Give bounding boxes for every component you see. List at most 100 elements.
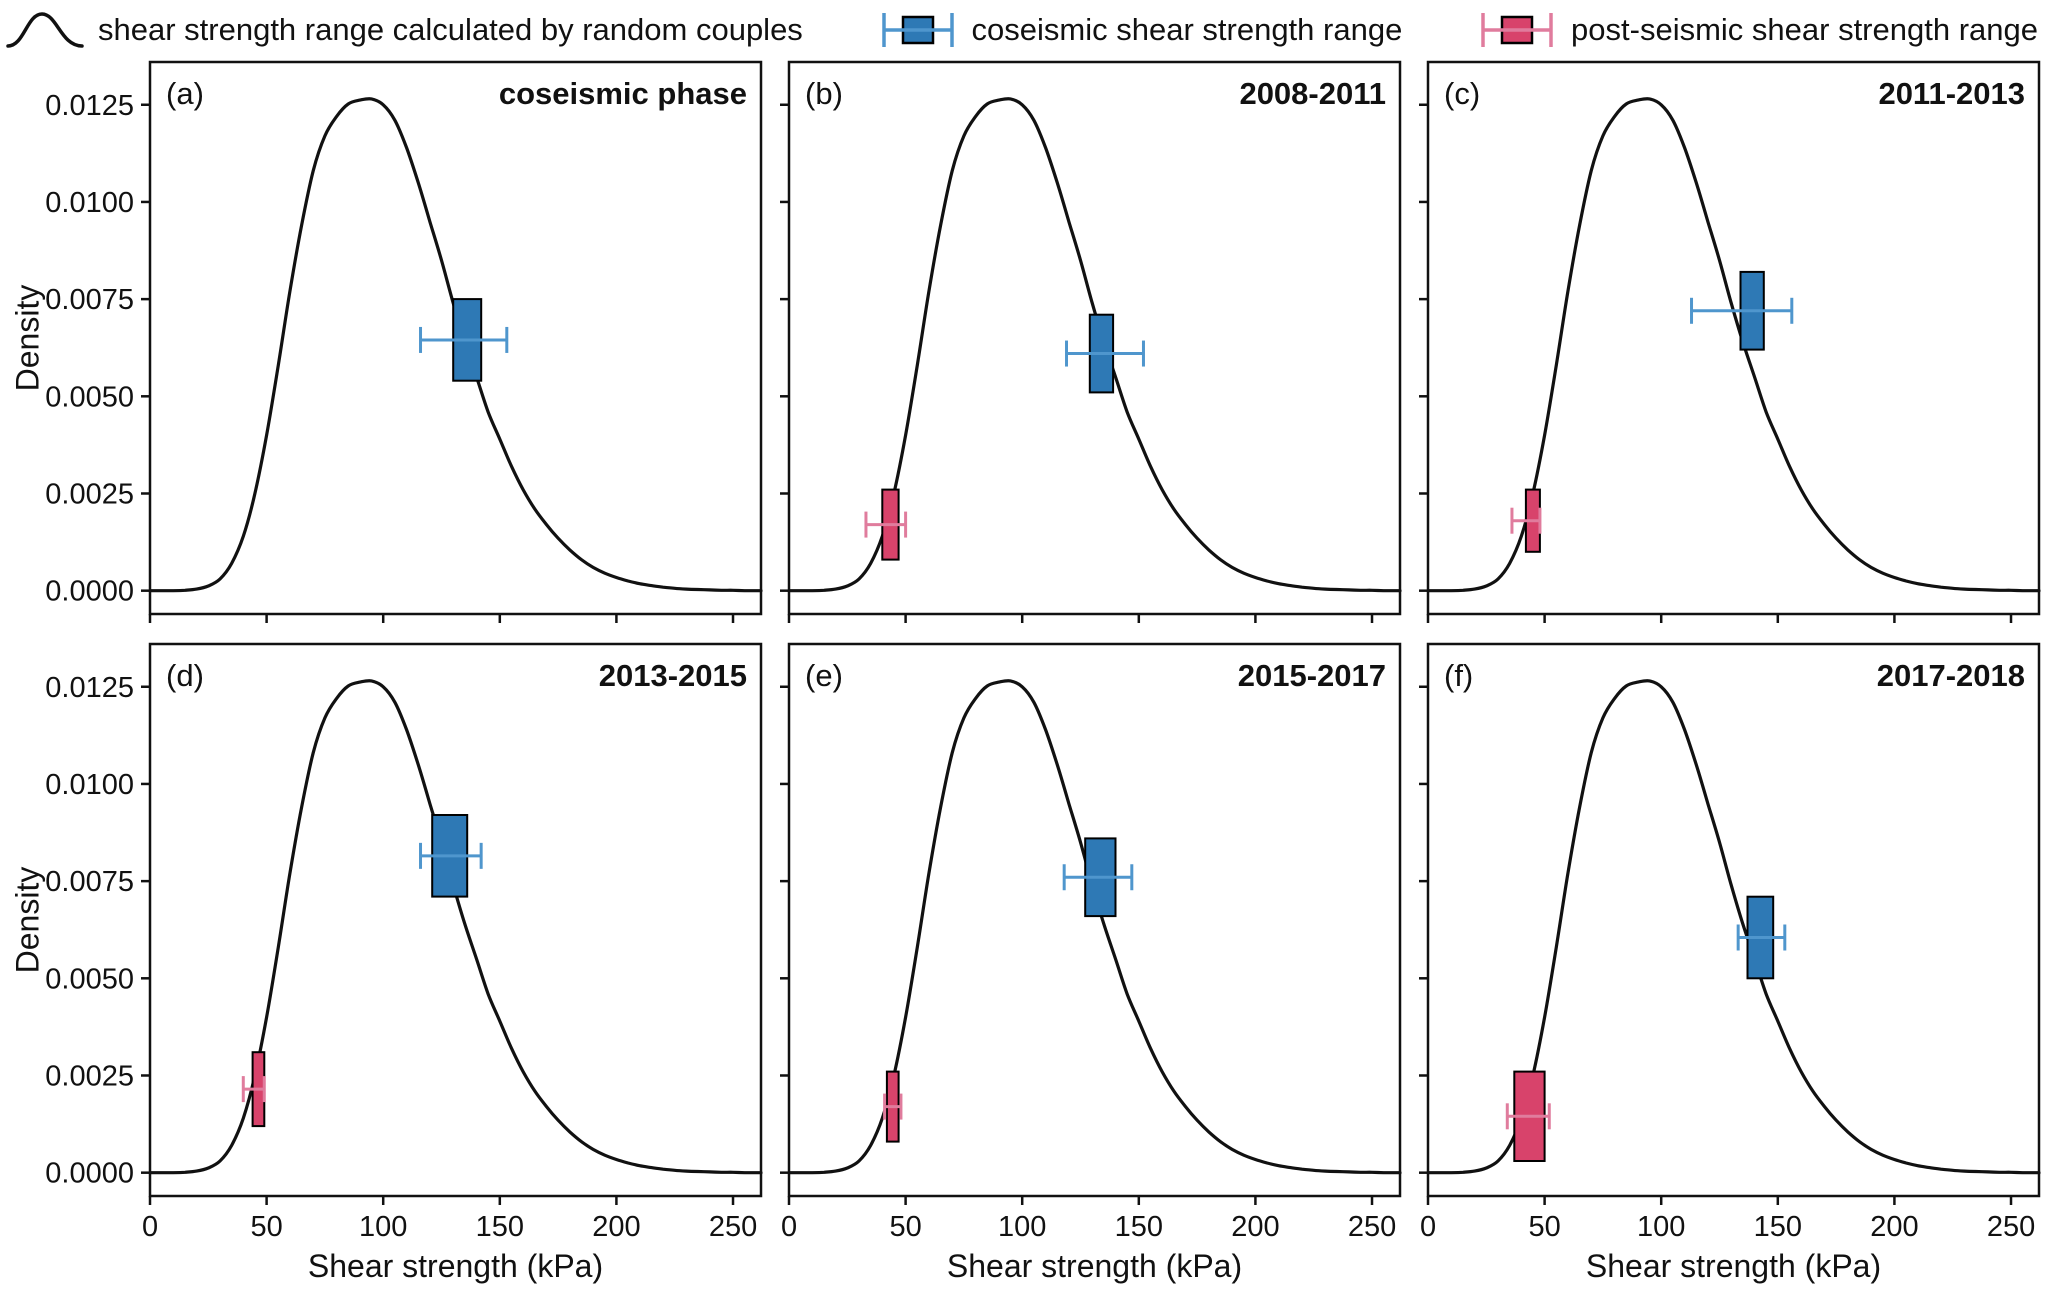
- panel-b: (b) 2008-2011: [780, 60, 1402, 623]
- legend: shear strength range calculated by rando…: [0, 0, 2048, 56]
- x-tick-label: 100: [359, 1211, 407, 1243]
- x-axis-ticks: 0 50 100 150 200 250: [142, 1196, 757, 1243]
- legend-item-coseismic: coseismic shear strength range: [878, 7, 1402, 53]
- x-axis-label-col-1: Shear strength (kPa): [307, 1248, 604, 1284]
- y-axis-ticks: [1419, 103, 1428, 592]
- y-tick-label: 0.0100: [45, 187, 134, 219]
- y-axis-ticks: [1419, 685, 1428, 1174]
- coseismic-range-box: [419, 814, 483, 898]
- postseismic-range-box: [241, 1051, 266, 1128]
- panel-annotation: 2013-2015: [599, 658, 747, 693]
- panel-a: 0.0000 0.0025 0.0050 0.0075 0.0100 0.0125 (a) c…: [45, 60, 763, 623]
- y-tick-label: 0.0125: [45, 672, 134, 704]
- panel-annotation: 2017-2018: [1877, 658, 2025, 693]
- x-tick-label: 200: [1231, 1211, 1279, 1243]
- panel-plot-a: 0.0000 0.0025 0.0050 0.0075 0.0100 0.0125 (a) c…: [45, 60, 763, 623]
- panel-label: (a): [166, 76, 204, 111]
- panel-f: 0 50 100 150 200 250 (f) 2017-2018: [1419, 642, 2041, 1243]
- x-tick-label: 200: [592, 1211, 640, 1243]
- coseismic-range-box: [1065, 313, 1145, 394]
- x-tick-label: 250: [1987, 1211, 2035, 1243]
- density-curve: [148, 679, 763, 1175]
- y-tick-label: 0.0125: [45, 90, 134, 122]
- postseismic-box-icon: [1481, 13, 1553, 47]
- x-tick-label: 150: [1115, 1211, 1163, 1243]
- x-axis-ticks: 0 50 100 150 200 250: [781, 1196, 1396, 1243]
- coseismic-box-icon: [881, 13, 954, 47]
- postseismic-range-box: [1510, 488, 1542, 553]
- y-axis-label-top-row: Density: [9, 284, 46, 392]
- panel-plot-b: (b) 2008-2011: [780, 60, 1402, 623]
- coseismic-range-box: [1736, 895, 1787, 980]
- x-tick-label: 150: [476, 1211, 524, 1243]
- x-tick-label: 0: [1420, 1211, 1436, 1243]
- panel-label: (e): [805, 658, 843, 693]
- y-tick-label: 0.0000: [45, 1158, 134, 1190]
- kde-curve-icon: [6, 12, 84, 48]
- axes-frame: [1426, 60, 2041, 616]
- y-axis-ticks: [780, 685, 789, 1174]
- axes-frame: [787, 60, 1402, 616]
- x-axis-ticks: [1426, 614, 2013, 623]
- axes-frame: [787, 642, 1402, 1198]
- x-tick-label: 50: [889, 1211, 921, 1243]
- panel-e: 0 50 100 150 200 250 (e) 2015-2017: [780, 642, 1402, 1243]
- panel-label: (c): [1444, 76, 1480, 111]
- legend-item-postseismic: post-seismic shear strength range: [1477, 7, 2038, 53]
- x-tick-label: 250: [709, 1211, 757, 1243]
- panel-label: (f): [1444, 658, 1473, 693]
- coseismic-range-box: [1062, 837, 1134, 918]
- axes-frame: [148, 642, 763, 1198]
- panel-d: 0 50 100 150 200 250 0.0000 0.0025 0.0050 0.0075 0…: [45, 642, 763, 1243]
- x-axis-ticks: 0 50 100 150 200 250: [1420, 1196, 2035, 1243]
- x-tick-label: 0: [142, 1211, 158, 1243]
- legend-label-kde: shear strength range calculated by rando…: [98, 12, 803, 47]
- y-axis-ticks: 0.0000 0.0025 0.0050 0.0075 0.0100 0.0125: [45, 90, 150, 608]
- axes-frame: [148, 60, 763, 616]
- y-tick-label: 0.0050: [45, 963, 134, 995]
- panel-label: (d): [166, 658, 204, 693]
- panel-plot-c: (c) 2011-2013: [1419, 60, 2041, 623]
- x-axis-label-col-3: Shear strength (kPa): [1585, 1248, 1882, 1284]
- axes-frame: [1426, 642, 2041, 1198]
- x-tick-label: 250: [1348, 1211, 1396, 1243]
- y-tick-label: 0.0075: [45, 284, 134, 316]
- y-tick-label: 0.0025: [45, 1060, 134, 1092]
- density-curve: [787, 679, 1402, 1175]
- x-axis-ticks: [787, 614, 1374, 623]
- x-tick-label: 100: [998, 1211, 1046, 1243]
- x-tick-label: 150: [1754, 1211, 1802, 1243]
- y-axis-ticks: 0.0000 0.0025 0.0050 0.0075 0.0100 0.0125: [45, 672, 150, 1190]
- panel-plot-e: 0 50 100 150 200 250 (e) 2015-2017: [780, 642, 1402, 1243]
- x-tick-label: 50: [250, 1211, 282, 1243]
- x-tick-label: 100: [1637, 1211, 1685, 1243]
- coseismic-range-box: [419, 298, 509, 382]
- x-tick-label: 50: [1528, 1211, 1560, 1243]
- x-axis-label-col-2: Shear strength (kPa): [946, 1248, 1243, 1284]
- x-axis-ticks: [148, 614, 735, 623]
- panel-label: (b): [805, 76, 843, 111]
- legend-label-postseismic: post-seismic shear strength range: [1571, 12, 2038, 47]
- x-tick-label: 200: [1870, 1211, 1918, 1243]
- x-tick-label: 0: [781, 1211, 797, 1243]
- y-tick-label: 0.0025: [45, 478, 134, 510]
- panel-annotation: coseismic phase: [499, 76, 747, 111]
- panel-plot-f: 0 50 100 150 200 250 (f) 2017-2018: [1419, 642, 2041, 1243]
- y-axis-label-bottom-row: Density: [9, 866, 46, 974]
- y-tick-label: 0.0100: [45, 769, 134, 801]
- panel-annotation: 2015-2017: [1238, 658, 1386, 693]
- panel-annotation: 2011-2013: [1878, 76, 2025, 111]
- density-curve: [1426, 97, 2041, 593]
- y-tick-label: 0.0075: [45, 866, 134, 898]
- panel-c: (c) 2011-2013: [1419, 60, 2041, 623]
- y-tick-label: 0.0000: [45, 576, 134, 608]
- postseismic-range-box: [883, 1070, 903, 1143]
- y-axis-ticks: [780, 103, 789, 592]
- legend-item-kde: shear strength range calculated by rando…: [6, 7, 803, 53]
- y-tick-label: 0.0050: [45, 381, 134, 413]
- postseismic-range-box: [864, 488, 908, 561]
- postseismic-range-box: [1505, 1070, 1551, 1163]
- panel-plot-d: 0 50 100 150 200 2500.00000.00250.00500.00750…: [45, 642, 763, 1243]
- coseismic-range-box: [1690, 270, 1794, 351]
